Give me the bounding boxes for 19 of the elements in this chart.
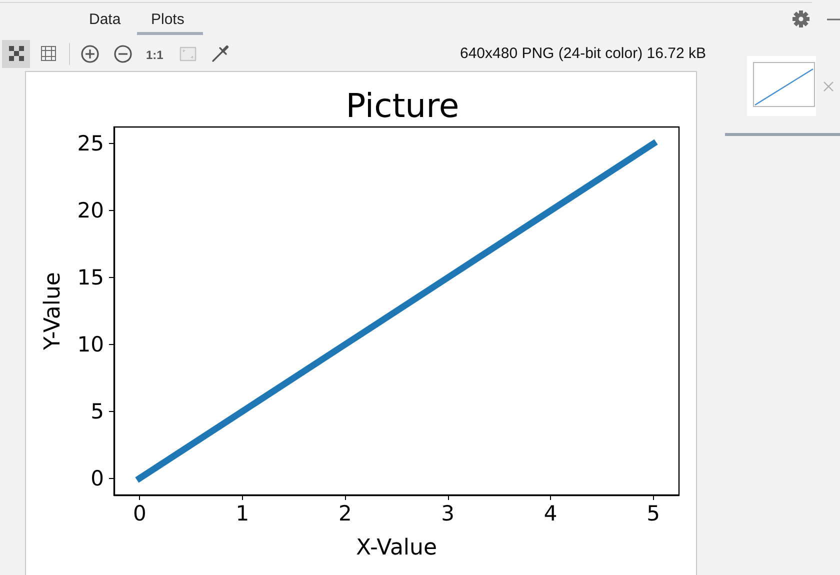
- x-tick-label: 1: [236, 502, 250, 526]
- y-tick-label: 5: [90, 399, 104, 424]
- y-tick-label: 20: [77, 198, 104, 223]
- x-tick-label: 2: [338, 502, 352, 526]
- x-tick-label: 5: [646, 502, 660, 526]
- text: Data: [89, 11, 121, 29]
- x-axis-title: X-Value: [356, 536, 438, 560]
- text: Plots: [151, 11, 184, 29]
- chart-title: Picture: [346, 86, 460, 125]
- text: 640x480 PNG (24-bit color) 16.72 kB: [460, 45, 706, 63]
- y-axis-title: Y-Value: [40, 272, 66, 351]
- y-tick-label: 0: [90, 466, 104, 490]
- y-tick-label: 15: [77, 266, 104, 290]
- y-tick-label: 25: [77, 132, 104, 156]
- x-tick-label: 4: [544, 502, 558, 526]
- x-tick-label: 0: [132, 502, 146, 526]
- y-tick-label: 10: [77, 332, 104, 356]
- text: 1:1: [146, 47, 164, 64]
- x-tick-label: 3: [441, 502, 455, 526]
